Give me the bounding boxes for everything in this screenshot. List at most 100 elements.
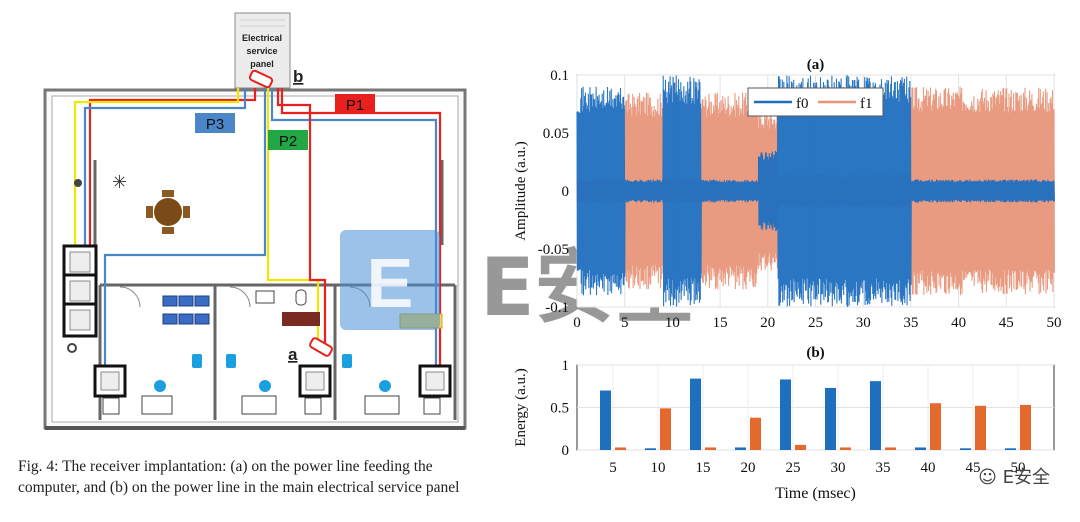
chart-b-x-axis-label: Time (msec) (775, 485, 856, 502)
chart-a-x-tick-label: 0 (573, 315, 581, 331)
yellow-line-left (73, 88, 240, 250)
chart-b-x-tick-label: 15 (696, 460, 711, 476)
p2-label-box (268, 130, 308, 150)
chart-b-bar-series0 (690, 378, 701, 450)
chart-b-y-tick-label: 1 (562, 358, 570, 374)
wall-fixture-icon (74, 179, 82, 187)
chart-a-x-tick-label: 15 (713, 315, 728, 331)
brown-cabinet (282, 312, 320, 326)
outlet-row-bottom (93, 364, 452, 398)
chart-b-bar-series1 (840, 447, 851, 450)
chart-b-y-tick-label: 0 (562, 443, 570, 459)
p1-red-line-left (88, 88, 257, 250)
chart-b-x-tick-label: 50 (1011, 460, 1026, 476)
plant-icon: ✳ (112, 172, 127, 192)
chart-a-legend-box (747, 87, 884, 117)
chart-b-bar-series0 (960, 448, 971, 450)
receiver-b-device (248, 69, 274, 89)
panel-hatching (240, 19, 285, 27)
office-chairs (154, 354, 391, 392)
chart-a-x-tick-label: 10 (665, 315, 680, 331)
sink-icon (255, 290, 275, 304)
blue-desks (162, 295, 210, 325)
marker-a: a (288, 345, 298, 364)
p1-label: P1 (346, 97, 364, 114)
outlet-column-left (62, 244, 98, 338)
p3-label: P3 (206, 116, 224, 133)
chart-a-y-axis-label: Amplitude (a.u.) (513, 141, 529, 241)
chart-b-bar-series0 (870, 381, 881, 450)
chart-a-y-tick-label: 0.1 (550, 68, 569, 84)
floor-drain-icon (67, 343, 77, 353)
chart-b-x-tick-label: 5 (609, 460, 617, 476)
chart-a-x-tick-label: 25 (808, 315, 823, 331)
chart-b-x-tick-label: 25 (786, 460, 801, 476)
chart-b-y-axis-label: Energy (a.u.) (513, 368, 529, 446)
chart-a-legend-label-f1: f1 (860, 96, 873, 112)
chart-b-bar-series0 (645, 448, 656, 450)
chart-a-title: (a) (807, 57, 825, 73)
chart-b-x-tick-label: 10 (651, 460, 666, 476)
desks-bottom (102, 395, 441, 415)
p3-blue-line-left (83, 88, 247, 250)
chart-b-bar-series0 (735, 447, 746, 450)
round-table (154, 198, 182, 226)
chart-b-bar-series0 (915, 447, 926, 450)
chart-b-bar-series1 (660, 408, 671, 450)
p2-label: P2 (279, 133, 297, 150)
chart-a-x-tick-label: 50 (1047, 315, 1062, 331)
chart-a-x-tick-label: 45 (999, 315, 1014, 331)
chart-b-bar-series1 (795, 444, 806, 450)
chart-b-bar-series0 (1005, 448, 1016, 450)
chart-b-bar-series1 (615, 447, 626, 450)
chart-b-x-tick-label: 20 (741, 460, 756, 476)
chart-b-bar-series0 (780, 379, 791, 450)
chart-a-x-tick-label: 20 (760, 315, 775, 331)
charts-svg: 0 5 10 15 20 25 30 35 40 45 500.10.050-0.05-0.1(a)… (513, 57, 1062, 502)
panel-label-line1: Electrical (242, 33, 282, 43)
chart-b-bar-series1 (885, 447, 896, 450)
wechat-icon: ☺ (978, 467, 997, 488)
wechat-watermark: ☺ E安全 (978, 463, 1050, 489)
toilet-icon (295, 289, 307, 306)
receiver-a-device (309, 337, 333, 357)
chart-b-bar-series0 (600, 390, 611, 450)
chart-b-bar-series1 (975, 405, 986, 450)
chart-a-series-f0 (576, 74, 1055, 308)
chart-a-y-tick-label: -0.1 (545, 300, 569, 316)
p2-blue-line (103, 88, 267, 370)
chart-b-x-tick-label: 30 (831, 460, 846, 476)
chart-a-legend: f0 f1 (747, 87, 884, 117)
chart-a-y-tick-label: -0.05 (538, 242, 569, 258)
marker-b: b (293, 67, 303, 86)
chart-b-bar-series1 (750, 417, 761, 450)
chart-b-bar-series1 (1020, 404, 1031, 450)
p3-label-box (195, 113, 235, 133)
watermark-e-letter: E (367, 244, 414, 322)
chart-a-x-tick-label: 30 (856, 315, 871, 331)
chart-a-y-tick-label: 0 (562, 184, 570, 200)
chart-a-x-tick-label: 5 (621, 315, 629, 331)
panel-label-line2: service (246, 46, 277, 56)
chart-a-y-tick-label: 0.05 (543, 126, 569, 142)
chart-b-bar-series0 (825, 387, 836, 450)
chart-b-x-tick-label: 40 (921, 460, 936, 476)
chart-b-x-tick-label: 45 (966, 460, 981, 476)
chart-a-legend-label-f0: f0 (796, 96, 809, 112)
table-chairs (146, 190, 190, 234)
chart-b-x-tick-label: 35 (876, 460, 891, 476)
panel-label-line3: panel (250, 59, 274, 69)
chart-b-y-tick-label: 0.5 (550, 401, 569, 417)
office-partitions (93, 160, 457, 420)
figure-caption: Fig. 4: The receiver implantation: (a) o… (18, 458, 460, 496)
chart-b-bar-series1 (930, 403, 941, 450)
wechat-watermark-text: E安全 (1002, 467, 1050, 488)
chart-a-x-tick-label: 40 (951, 315, 966, 331)
chart-b: 1 0.5 0 5 10 15 20 25 30 35 40 45 50 (b) Time (msec) En… (513, 345, 1055, 502)
chart-b-title: (b) (806, 345, 824, 361)
chart-a-x-tick-label: 35 (903, 315, 918, 331)
chart-b-bar-series1 (705, 447, 716, 450)
p1-label-box (335, 94, 375, 114)
watermark-e-tile (340, 230, 440, 330)
red-line-a (276, 88, 327, 345)
